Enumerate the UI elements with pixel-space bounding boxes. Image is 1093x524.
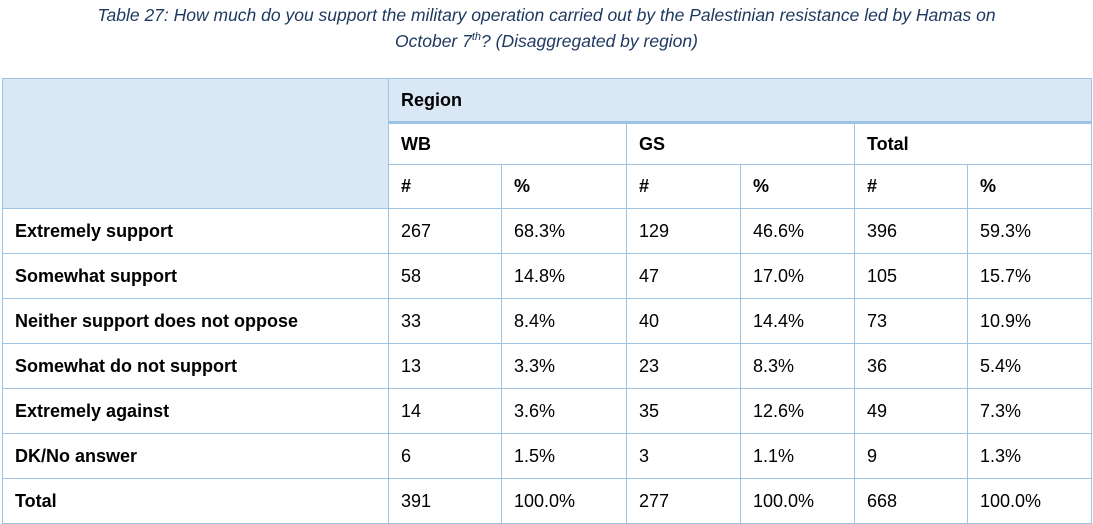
cell-wb-count: 391 xyxy=(388,478,502,524)
cell-total-count: 105 xyxy=(854,253,968,299)
cell-total-percent: 10.9% xyxy=(966,298,1093,344)
cell-wb-count: 14 xyxy=(388,388,502,434)
header-corner-cell xyxy=(2,78,389,209)
col-header-wb-count: # xyxy=(388,164,502,209)
cell-gs-percent: 1.1% xyxy=(740,433,855,479)
cell-total-percent: 5.4% xyxy=(966,343,1093,389)
cell-gs-percent: 12.6% xyxy=(740,388,855,434)
row-label: Somewhat do not support xyxy=(2,343,389,389)
table-row: DK/No answer 6 1.5% 3 1.1% 9 1.3% xyxy=(2,433,1093,479)
table-caption: Table 27: How much do you support the mi… xyxy=(0,2,1093,54)
cell-wb-percent: 14.8% xyxy=(501,253,627,299)
table-row: Neither support does not oppose 33 8.4% 40 1… xyxy=(2,298,1093,344)
cell-gs-count: 35 xyxy=(626,388,741,434)
cell-wb-percent: 3.6% xyxy=(501,388,627,434)
region-header: Region xyxy=(387,78,1093,124)
cell-total-count: 49 xyxy=(854,388,968,434)
caption-superscript: th xyxy=(471,31,482,44)
row-label: Extremely against xyxy=(2,388,389,434)
table-row: Total 391 100.0% 277 100.0% 668 100.0% xyxy=(2,478,1093,524)
row-label: Neither support does not oppose xyxy=(2,298,389,344)
cell-gs-percent: 100.0% xyxy=(740,478,855,524)
cell-gs-percent: 14.4% xyxy=(740,298,855,344)
cell-total-count: 396 xyxy=(854,208,968,254)
row-label: Extremely support xyxy=(2,208,389,254)
cell-gs-percent: 17.0% xyxy=(740,253,855,299)
group-header-total: Total xyxy=(853,122,1093,165)
cell-wb-percent: 1.5% xyxy=(501,433,627,479)
col-header-gs-count: # xyxy=(626,164,741,209)
cell-wb-percent: 100.0% xyxy=(501,478,627,524)
col-header-total-percent: % xyxy=(966,164,1093,209)
symbol-header-row: # % # % # % xyxy=(3,164,1093,209)
row-label: Somewhat support xyxy=(2,253,389,299)
cell-gs-percent: 46.6% xyxy=(740,208,855,254)
group-header-gs: GS xyxy=(626,122,855,165)
cell-gs-percent: 8.3% xyxy=(740,343,855,389)
cell-total-percent: 1.3% xyxy=(966,433,1093,479)
cell-total-count: 668 xyxy=(854,478,968,524)
table-row: Extremely against 14 3.6% 35 12.6% 49 7.3% xyxy=(2,388,1093,434)
table-row: Somewhat do not support 13 3.3% 23 8.3% 36 5.4… xyxy=(2,343,1093,389)
caption-line-1: Table 27: How much do you support the mi… xyxy=(97,5,996,25)
cell-total-percent: 100.0% xyxy=(966,478,1093,524)
col-header-total-count: # xyxy=(854,164,968,209)
caption-line-2: October 7th? (Disaggregated by region) xyxy=(0,28,1093,54)
cell-total-count: 36 xyxy=(854,343,968,389)
cell-gs-count: 129 xyxy=(626,208,741,254)
cell-total-count: 73 xyxy=(854,298,968,344)
cell-gs-count: 3 xyxy=(626,433,741,479)
col-header-gs-percent: % xyxy=(740,164,855,209)
cell-total-count: 9 xyxy=(854,433,968,479)
region-header-row: Region xyxy=(2,78,1093,209)
row-label: Total xyxy=(2,478,389,524)
cell-wb-percent: 3.3% xyxy=(501,343,627,389)
cell-wb-count: 267 xyxy=(388,208,502,254)
cell-total-percent: 15.7% xyxy=(966,253,1093,299)
caption-line-2-text: October 7 xyxy=(395,31,472,51)
cell-wb-count: 6 xyxy=(388,433,502,479)
cell-wb-count: 58 xyxy=(388,253,502,299)
cell-wb-percent: 8.4% xyxy=(501,298,627,344)
results-table: Region WB GS Total # % # % # % Extremely… xyxy=(2,78,1093,524)
table-row: Somewhat support 58 14.8% 47 17.0% 105 15.7% xyxy=(2,253,1093,299)
cell-gs-count: 23 xyxy=(626,343,741,389)
cell-wb-count: 13 xyxy=(388,343,502,389)
cell-wb-percent: 68.3% xyxy=(501,208,627,254)
cell-total-percent: 59.3% xyxy=(966,208,1093,254)
table-row: Extremely support 267 68.3% 129 46.6% 396 59.3… xyxy=(2,208,1093,254)
cell-gs-count: 47 xyxy=(626,253,741,299)
row-label: DK/No answer xyxy=(2,433,389,479)
group-header-row: WB GS Total xyxy=(3,122,1093,165)
group-header-wb: WB xyxy=(388,122,627,165)
col-header-wb-percent: % xyxy=(501,164,627,209)
cell-total-percent: 7.3% xyxy=(966,388,1093,434)
cell-gs-count: 277 xyxy=(626,478,741,524)
caption-line-2-suffix: ? (Disaggregated by region) xyxy=(481,31,698,51)
cell-wb-count: 33 xyxy=(388,298,502,344)
cell-gs-count: 40 xyxy=(626,298,741,344)
